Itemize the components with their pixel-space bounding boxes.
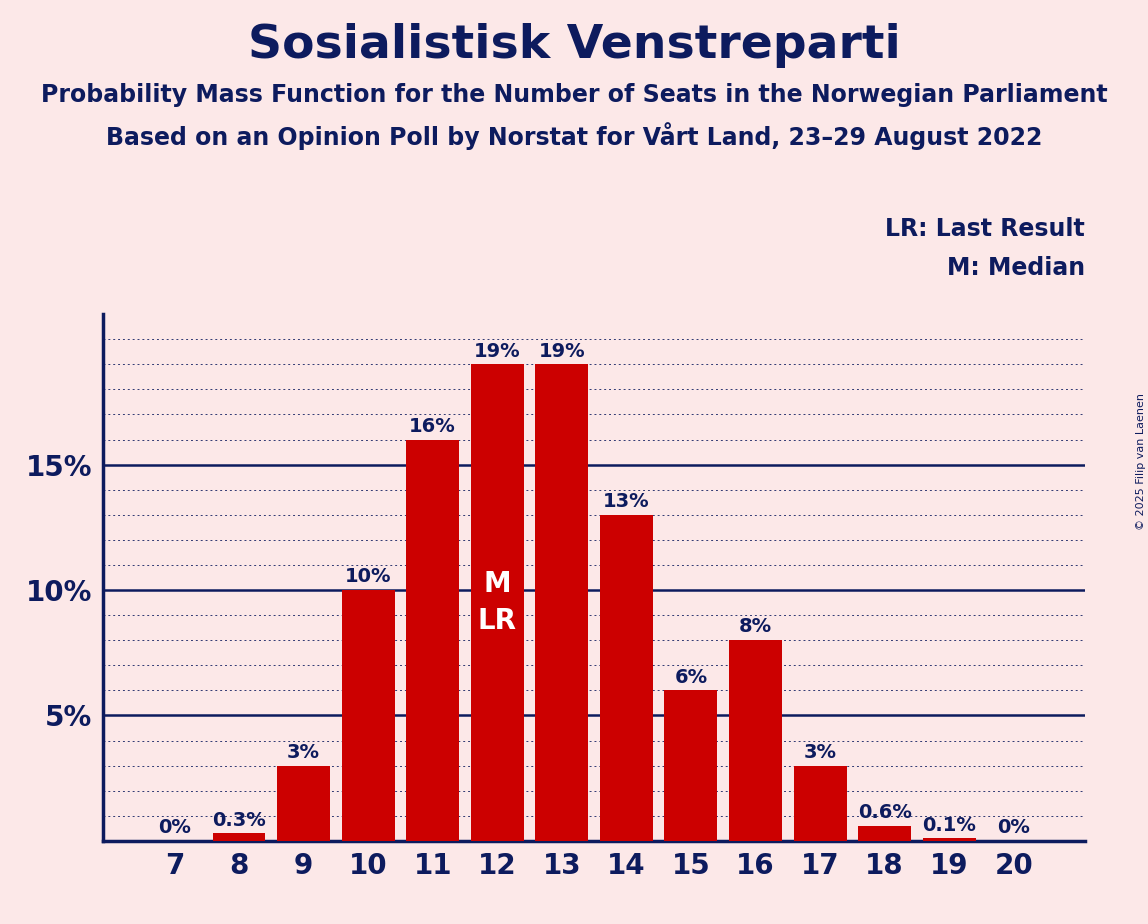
Text: 19%: 19% xyxy=(474,342,520,360)
Text: 0.6%: 0.6% xyxy=(858,803,912,822)
Bar xyxy=(471,364,523,841)
Bar xyxy=(923,838,976,841)
Text: M: Median: M: Median xyxy=(947,256,1085,280)
Text: 8%: 8% xyxy=(739,617,773,637)
Text: 3%: 3% xyxy=(287,743,320,761)
Text: 16%: 16% xyxy=(410,417,456,436)
Bar xyxy=(859,826,912,841)
Bar xyxy=(342,590,395,841)
Bar xyxy=(535,364,588,841)
Text: 10%: 10% xyxy=(344,567,391,587)
Text: 13%: 13% xyxy=(603,492,650,511)
Text: © 2025 Filip van Laenen: © 2025 Filip van Laenen xyxy=(1135,394,1146,530)
Text: Based on an Opinion Poll by Norstat for Vårt Land, 23–29 August 2022: Based on an Opinion Poll by Norstat for … xyxy=(106,122,1042,150)
Text: 3%: 3% xyxy=(804,743,837,761)
Text: Sosialistisk Venstreparti: Sosialistisk Venstreparti xyxy=(248,23,900,68)
Text: Probability Mass Function for the Number of Seats in the Norwegian Parliament: Probability Mass Function for the Number… xyxy=(40,83,1108,107)
Text: 19%: 19% xyxy=(538,342,585,360)
Bar xyxy=(277,766,329,841)
Text: 0%: 0% xyxy=(158,818,191,837)
Text: LR: Last Result: LR: Last Result xyxy=(885,217,1085,241)
Text: 0.3%: 0.3% xyxy=(212,810,266,830)
Bar xyxy=(729,640,782,841)
Text: 6%: 6% xyxy=(674,668,707,687)
Text: M
LR: M LR xyxy=(478,570,517,635)
Bar xyxy=(600,515,653,841)
Bar xyxy=(793,766,846,841)
Text: 0.1%: 0.1% xyxy=(922,816,976,834)
Text: 0%: 0% xyxy=(998,818,1030,837)
Bar xyxy=(212,833,265,841)
Bar xyxy=(665,690,718,841)
Bar xyxy=(406,440,459,841)
